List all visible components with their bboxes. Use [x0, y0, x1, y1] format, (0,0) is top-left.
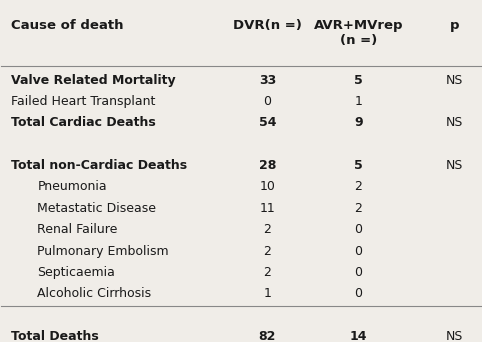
Text: 82: 82	[259, 330, 276, 342]
Text: 28: 28	[259, 159, 276, 172]
Text: 2: 2	[264, 266, 271, 279]
Text: 33: 33	[259, 74, 276, 87]
Text: NS: NS	[445, 159, 463, 172]
Text: Total non-Cardiac Deaths: Total non-Cardiac Deaths	[11, 159, 187, 172]
Text: NS: NS	[445, 74, 463, 87]
Text: NS: NS	[445, 116, 463, 129]
Text: 10: 10	[259, 181, 275, 194]
Text: Pulmonary Embolism: Pulmonary Embolism	[37, 245, 169, 258]
Text: Cause of death: Cause of death	[11, 19, 123, 32]
Text: 2: 2	[264, 245, 271, 258]
Text: Pneumonia: Pneumonia	[37, 181, 107, 194]
Text: Total Deaths: Total Deaths	[11, 330, 99, 342]
Text: Total Cardiac Deaths: Total Cardiac Deaths	[11, 116, 156, 129]
Text: 0: 0	[354, 223, 362, 236]
Text: Alcoholic Cirrhosis: Alcoholic Cirrhosis	[37, 287, 151, 300]
Text: Failed Heart Transplant: Failed Heart Transplant	[11, 95, 155, 108]
Text: 2: 2	[264, 223, 271, 236]
Text: Metastatic Disease: Metastatic Disease	[37, 202, 156, 215]
Text: 9: 9	[354, 116, 363, 129]
Text: 0: 0	[354, 245, 362, 258]
Text: 0: 0	[354, 266, 362, 279]
Text: 1: 1	[354, 95, 362, 108]
Text: AVR+MVrep
(n =): AVR+MVrep (n =)	[314, 19, 403, 47]
Text: Valve Related Mortality: Valve Related Mortality	[11, 74, 175, 87]
Text: 5: 5	[354, 74, 363, 87]
Text: 11: 11	[259, 202, 275, 215]
Text: Renal Failure: Renal Failure	[37, 223, 118, 236]
Text: 2: 2	[354, 202, 362, 215]
Text: DVR(n =): DVR(n =)	[233, 19, 302, 32]
Text: 54: 54	[259, 116, 276, 129]
Text: 2: 2	[354, 181, 362, 194]
Text: 14: 14	[349, 330, 367, 342]
Text: 5: 5	[354, 159, 363, 172]
Text: 0: 0	[354, 287, 362, 300]
Text: p: p	[450, 19, 459, 32]
Text: Septicaemia: Septicaemia	[37, 266, 115, 279]
Text: 0: 0	[263, 95, 271, 108]
Text: 1: 1	[264, 287, 271, 300]
Text: NS: NS	[445, 330, 463, 342]
